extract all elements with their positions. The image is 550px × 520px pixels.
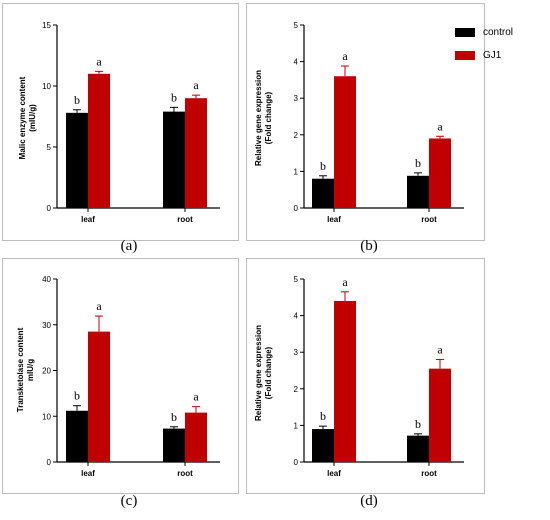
y-tick-label: 5 xyxy=(294,21,299,30)
panel-a-caption: (a) xyxy=(120,238,138,254)
significance-letter: a xyxy=(193,78,199,92)
y-tick-label: 3 xyxy=(294,94,299,103)
significance-letter: a xyxy=(96,299,102,313)
y-tick-label: 3 xyxy=(294,348,299,357)
y-tick-label: 5 xyxy=(47,143,52,152)
bar-control-leaf xyxy=(66,112,88,208)
significance-letter: a xyxy=(437,119,443,133)
y-tick-label: 4 xyxy=(294,312,299,321)
panel-c-caption: (c) xyxy=(120,493,138,509)
significance-letter: a xyxy=(342,275,348,289)
legend-item-gj1: GJ1 xyxy=(455,45,513,65)
significance-letter: b xyxy=(74,389,80,403)
x-tick-label: leaf xyxy=(327,469,341,478)
y-tick-label: 30 xyxy=(42,321,51,330)
legend-swatch-gj1 xyxy=(455,50,475,60)
legend-item-control: control xyxy=(455,22,513,42)
significance-letter: a xyxy=(437,343,443,357)
legend-label-gj1: GJ1 xyxy=(483,49,502,61)
significance-letter: b xyxy=(320,409,326,423)
y-tick-label: 15 xyxy=(42,21,51,30)
y-tick-label: 10 xyxy=(42,412,51,421)
y-tick-label: 2 xyxy=(294,385,299,394)
bar-gj1-root xyxy=(185,412,207,462)
bar-control-root xyxy=(407,175,429,208)
legend-label-control: control xyxy=(483,26,514,38)
y-tick-label: 5 xyxy=(294,275,299,284)
bar-control-leaf xyxy=(312,429,334,462)
bar-control-leaf xyxy=(312,178,334,208)
bar-control-leaf xyxy=(66,410,88,462)
x-tick-label: root xyxy=(421,215,437,224)
x-tick-label: root xyxy=(177,215,193,224)
x-tick-label: leaf xyxy=(81,469,95,478)
significance-letter: b xyxy=(415,156,421,170)
y-axis-label: Malic enzyme content(mIU/g) xyxy=(18,76,37,159)
significance-letter: b xyxy=(171,410,177,424)
bar-gj1-leaf xyxy=(334,76,356,209)
bar-control-root xyxy=(163,111,185,208)
legend: control GJ1 xyxy=(455,22,513,68)
significance-letter: b xyxy=(415,417,421,431)
bar-gj1-leaf xyxy=(88,73,110,208)
significance-letter: a xyxy=(96,54,102,68)
bar-gj1-root xyxy=(429,368,451,462)
x-tick-label: root xyxy=(177,469,193,478)
bar-gj1-leaf xyxy=(334,300,356,462)
y-tick-label: 2 xyxy=(294,131,299,140)
x-tick-label: root xyxy=(421,469,437,478)
significance-letter: b xyxy=(74,93,80,107)
bar-gj1-leaf xyxy=(88,331,110,462)
significance-letter: b xyxy=(320,159,326,173)
y-tick-label: 40 xyxy=(42,275,51,284)
panel-d-caption: (d) xyxy=(360,493,378,509)
y-axis-label: Relative gene expression(Fold change) xyxy=(254,325,273,421)
bar-control-root xyxy=(407,435,429,462)
y-tick-label: 1 xyxy=(294,421,299,430)
y-tick-label: 0 xyxy=(294,204,299,213)
significance-letter: a xyxy=(193,390,199,404)
y-tick-label: 0 xyxy=(47,204,52,213)
y-axis-label: Transketolase contentmIU/g xyxy=(16,327,35,412)
significance-letter: b xyxy=(171,90,177,104)
y-tick-label: 0 xyxy=(294,458,299,467)
y-tick-label: 4 xyxy=(294,58,299,67)
y-tick-label: 10 xyxy=(42,82,51,91)
significance-letter: a xyxy=(342,49,348,63)
bar-control-root xyxy=(163,428,185,462)
y-tick-label: 1 xyxy=(294,167,299,176)
bar-gj1-root xyxy=(185,98,207,208)
bar-gj1-root xyxy=(429,138,451,208)
y-axis-label: Relative gene expression(Fold change) xyxy=(254,70,273,166)
y-tick-label: 0 xyxy=(47,458,52,467)
x-tick-label: leaf xyxy=(81,215,95,224)
panel-b-caption: (b) xyxy=(360,238,378,254)
legend-swatch-control xyxy=(455,27,475,37)
x-tick-label: leaf xyxy=(327,215,341,224)
y-tick-label: 20 xyxy=(42,367,51,376)
